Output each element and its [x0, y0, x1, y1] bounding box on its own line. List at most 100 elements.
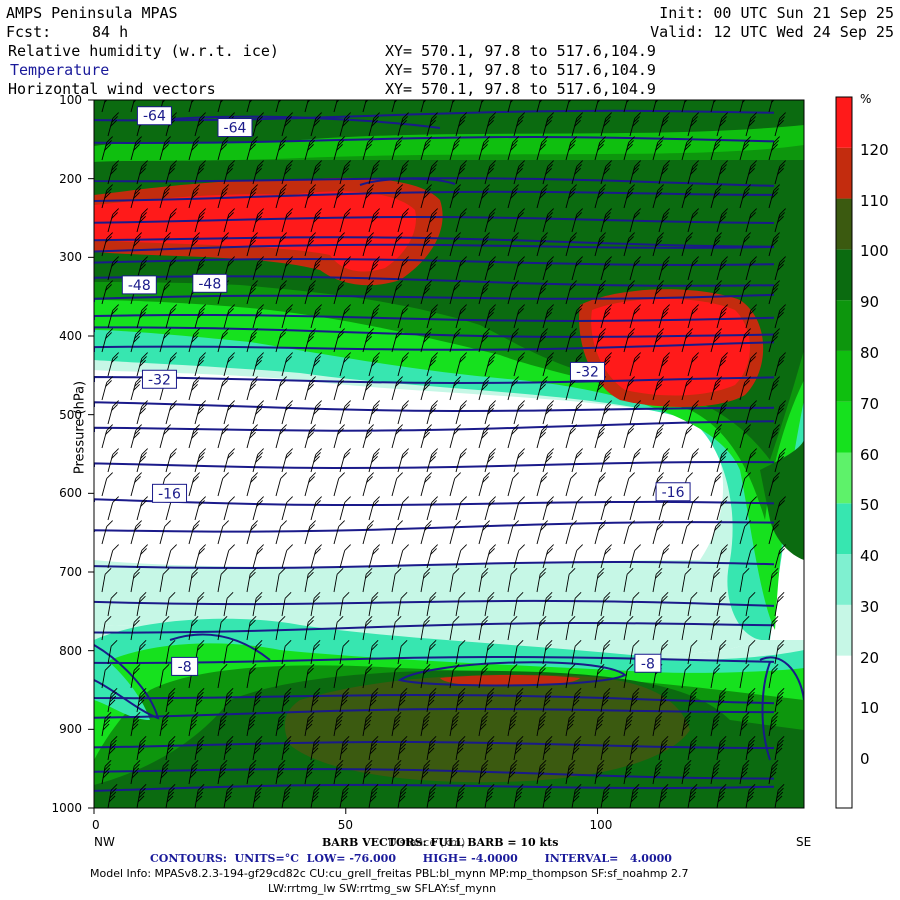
wind-barb-feather [422, 719, 430, 727]
wind-barb-feather [539, 571, 546, 579]
wind-barb-feather [139, 691, 146, 699]
wind-barb-feather [517, 452, 524, 459]
wind-barb-shaft [739, 142, 746, 161]
wind-barb-feather [545, 263, 552, 271]
wind-barb-feather [685, 236, 692, 243]
wind-barb-shaft [652, 430, 659, 449]
wind-barb-shaft [600, 166, 607, 185]
wind-barb-shaft [745, 262, 752, 281]
wind-barb-shaft [658, 454, 665, 473]
wind-barb-shaft [629, 790, 634, 808]
wind-barb-feather [308, 284, 315, 291]
wind-barb-shaft [478, 142, 485, 161]
wind-barb-feather [105, 188, 112, 195]
wind-barb-feather [481, 759, 489, 767]
wind-barb-feather [305, 771, 313, 779]
wind-barb-shaft [159, 766, 164, 785]
wind-barb-feather [255, 691, 262, 699]
wind-barb-feather [541, 92, 547, 98]
wind-barb-shaft [107, 406, 114, 425]
wind-barb-feather [689, 791, 697, 799]
wind-barb-feather [428, 695, 436, 703]
wind-barb-feather [134, 428, 141, 435]
wind-barb-feather [193, 328, 200, 335]
wind-barb-feather [313, 783, 321, 791]
wind-barb-shaft [420, 430, 427, 449]
wind-barb-feather [400, 591, 408, 599]
wind-barb-shaft [194, 790, 199, 808]
wind-barb-feather [713, 571, 720, 579]
wind-barb-feather [191, 615, 199, 623]
wind-barb-feather [166, 747, 174, 755]
wind-barb-feather [719, 643, 726, 651]
wind-barb-shaft [658, 406, 665, 425]
wind-barb-feather [135, 472, 142, 479]
wind-barb-feather [365, 615, 373, 623]
wind-barb-feather [537, 771, 545, 779]
wind-barb-feather [778, 308, 785, 315]
wind-barb-feather [169, 308, 176, 315]
wind-barb-feather [719, 591, 727, 599]
wind-barb-shaft [594, 526, 601, 545]
wind-barb-feather [394, 711, 402, 719]
wind-barb-feather [482, 524, 489, 531]
wind-barb-shaft [420, 142, 427, 161]
wind-barb-feather [394, 100, 398, 103]
wind-barb-shaft [600, 694, 605, 713]
wind-barb-feather [487, 215, 494, 223]
wind-barb-feather [372, 260, 379, 267]
wind-barb-feather [604, 356, 611, 363]
wind-barb-shaft [449, 430, 456, 449]
wind-barb-feather [164, 92, 170, 98]
wind-barb-feather [425, 92, 431, 98]
wind-barb-feather [141, 496, 148, 503]
wind-barb-feather [423, 715, 430, 723]
wind-barb-feather [373, 448, 380, 455]
wind-barb-shaft [391, 718, 396, 737]
wind-barb-feather [685, 284, 692, 291]
wind-barb-feather [338, 424, 345, 431]
wind-barb-feather [743, 188, 750, 195]
wind-barb-feather [771, 100, 775, 103]
wind-barb-feather [454, 472, 461, 479]
wind-barb-shaft [513, 790, 518, 808]
wind-barb-feather [539, 239, 546, 247]
wind-barb-shaft [658, 166, 665, 185]
wind-barb-shaft [426, 454, 433, 473]
wind-barb-feather [771, 667, 778, 675]
wind-barb-feather [278, 711, 286, 719]
wind-barb-feather [220, 615, 228, 623]
wind-barb-feather [429, 407, 436, 415]
wind-barb-feather [661, 215, 668, 223]
wind-barb-feather [661, 783, 669, 791]
wind-barb-shaft [484, 502, 491, 521]
wind-barb-feather [655, 383, 662, 391]
wind-barb-feather [367, 520, 374, 527]
wind-barb-shaft [159, 238, 166, 257]
wind-barb-feather [568, 711, 576, 719]
wind-barb-feather [198, 404, 205, 411]
wind-barb-shaft [130, 334, 137, 353]
wind-barb-feather [402, 256, 409, 263]
wind-barb-feather [371, 119, 378, 127]
wind-barb-shaft [362, 430, 369, 449]
wind-barb-feather [190, 767, 198, 775]
wind-barb-feather [453, 284, 460, 291]
wind-barb-feather [714, 236, 721, 243]
wind-barb-shaft [594, 142, 601, 161]
wind-barb-feather [134, 380, 141, 387]
wind-barb-feather [248, 719, 256, 727]
wind-barb-feather [431, 112, 438, 119]
wind-barb-feather [663, 208, 670, 215]
wind-barb-feather [778, 260, 785, 267]
wind-barb-feather [454, 520, 461, 527]
wind-barb-feather [395, 380, 402, 387]
wind-barb-feather [661, 407, 668, 415]
wind-barb-feather [773, 136, 780, 143]
wind-barb-shaft [252, 646, 257, 665]
wind-barb-shaft [101, 430, 108, 449]
wind-barb-shaft [159, 574, 164, 593]
wind-barb-shaft [542, 502, 549, 521]
wind-barb-feather [539, 711, 547, 719]
wind-barb-feather [627, 428, 634, 435]
